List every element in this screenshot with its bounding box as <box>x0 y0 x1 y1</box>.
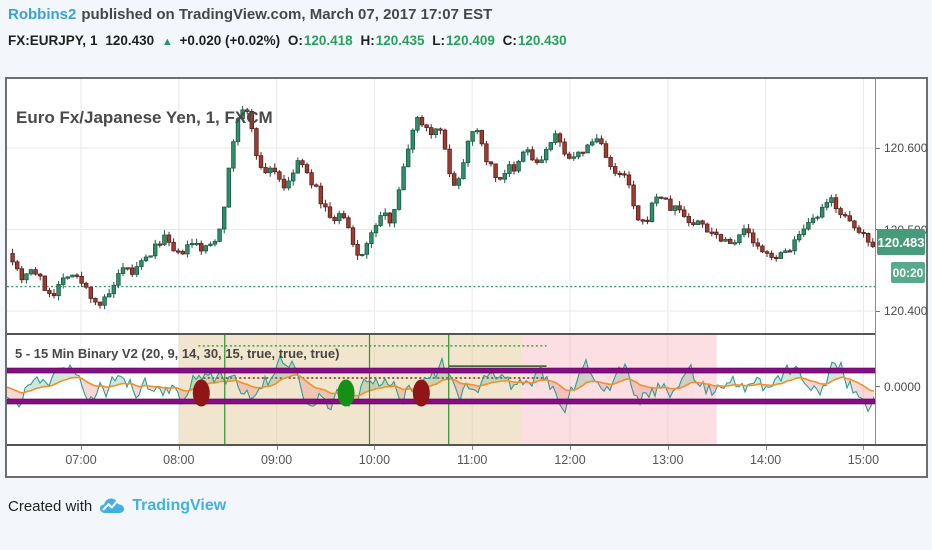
up-arrow-icon: ▲ <box>161 36 173 48</box>
tick-dash <box>876 386 880 387</box>
bar-countdown-badge: 00:20 <box>891 262 925 283</box>
symbol-ohlc-row: FX:EURJPY, 1 120.430 ▲ +0.020 (+0.02%) O:… <box>8 33 571 48</box>
price-tick-label: 120.400 <box>876 304 927 319</box>
signal-dot-darkred <box>192 379 210 407</box>
time-tick <box>276 446 278 450</box>
change-text: +0.020 (+0.02%) <box>179 33 281 48</box>
price-label-text: 120.600 <box>884 141 928 155</box>
indicator-label: 5 - 15 Min Binary V2 (20, 9, 14, 30, 15,… <box>15 346 340 361</box>
published-text: published on TradingView.com, March 07, … <box>81 6 493 23</box>
tick-dash <box>876 310 880 312</box>
time-tick <box>178 446 180 450</box>
time-label: 12:00 <box>554 453 586 467</box>
time-tick <box>765 446 767 450</box>
time-label: 08:00 <box>163 453 195 467</box>
time-label: 07:00 <box>65 453 97 467</box>
indicator-zero-tick: 0.0000 <box>876 379 921 394</box>
grid-layer <box>7 79 875 333</box>
open-value: 120.418 <box>303 33 353 48</box>
close-value: 120.430 <box>517 33 567 48</box>
symbol-label: FX:EURJPY, <box>8 33 87 48</box>
close-label: C: <box>502 33 517 48</box>
tradingview-logo-icon[interactable] <box>99 496 125 516</box>
shaded-region-pink <box>521 335 717 444</box>
oscillator-chart <box>7 335 875 444</box>
price-tick-label: 120.600 <box>876 141 927 156</box>
oscillator-main-line <box>7 354 875 415</box>
price-label-text: 120.400 <box>884 304 928 318</box>
time-tick <box>472 446 474 450</box>
time-tick <box>667 446 669 450</box>
main-price-pane[interactable] <box>7 79 875 333</box>
time-label: 15:00 <box>847 453 880 467</box>
purple-band <box>7 398 875 405</box>
username-link[interactable]: Robbins2 <box>8 6 77 23</box>
open-label: O: <box>287 33 303 48</box>
last-price-badge: 120.483 <box>877 229 925 255</box>
oscillator-signal-line <box>7 374 875 397</box>
chart-title-watermark: Euro Fx/Japanese Yen, 1, FXCM <box>16 108 273 127</box>
price-axis[interactable]: 120.483 00:20 0.0000 120.600120.500120.4… <box>875 79 927 444</box>
time-label: 11:00 <box>457 453 488 467</box>
purple-band <box>7 367 875 374</box>
publish-header: Robbins2 published on TradingView.com, Ma… <box>8 6 492 23</box>
candles-layer <box>10 105 875 310</box>
last-price-text: 120.430 <box>105 33 155 48</box>
time-label: 09:00 <box>260 453 293 467</box>
chart-widget: Euro Fx/Japanese Yen, 1, FXCM 5 - 15 Min… <box>5 77 928 478</box>
time-label: 10:00 <box>358 453 391 467</box>
indicator-pane[interactable] <box>7 335 875 444</box>
created-with-text: Created with <box>8 497 93 515</box>
interval-label: 1 <box>90 33 98 48</box>
time-tick <box>374 446 376 450</box>
time-axis-divider <box>7 444 926 446</box>
time-axis[interactable]: 07:00 08:00 09:00 10:00 11:00 12:00 13:00 14:00… <box>7 446 926 476</box>
pane-divider[interactable] <box>7 333 875 335</box>
tick-dash <box>876 147 880 149</box>
time-tick <box>81 446 82 450</box>
signal-dot-darkred <box>412 379 430 407</box>
candlestick-chart <box>7 79 875 333</box>
tradingview-brand-link[interactable]: TradingView <box>132 497 227 514</box>
time-tick <box>863 446 865 450</box>
low-value: 120.409 <box>446 33 495 48</box>
low-label: L: <box>432 33 446 48</box>
footer: Created with TradingView <box>8 496 226 516</box>
time-label: 13:00 <box>652 453 684 467</box>
high-label: H: <box>360 33 375 48</box>
ind-grid-layer <box>80 335 864 444</box>
high-value: 120.435 <box>375 33 425 48</box>
indicator-zero-label: 0.0000 <box>884 379 921 394</box>
time-label: 14:00 <box>749 453 782 467</box>
signal-dot-green <box>337 379 355 407</box>
time-tick <box>570 446 571 450</box>
